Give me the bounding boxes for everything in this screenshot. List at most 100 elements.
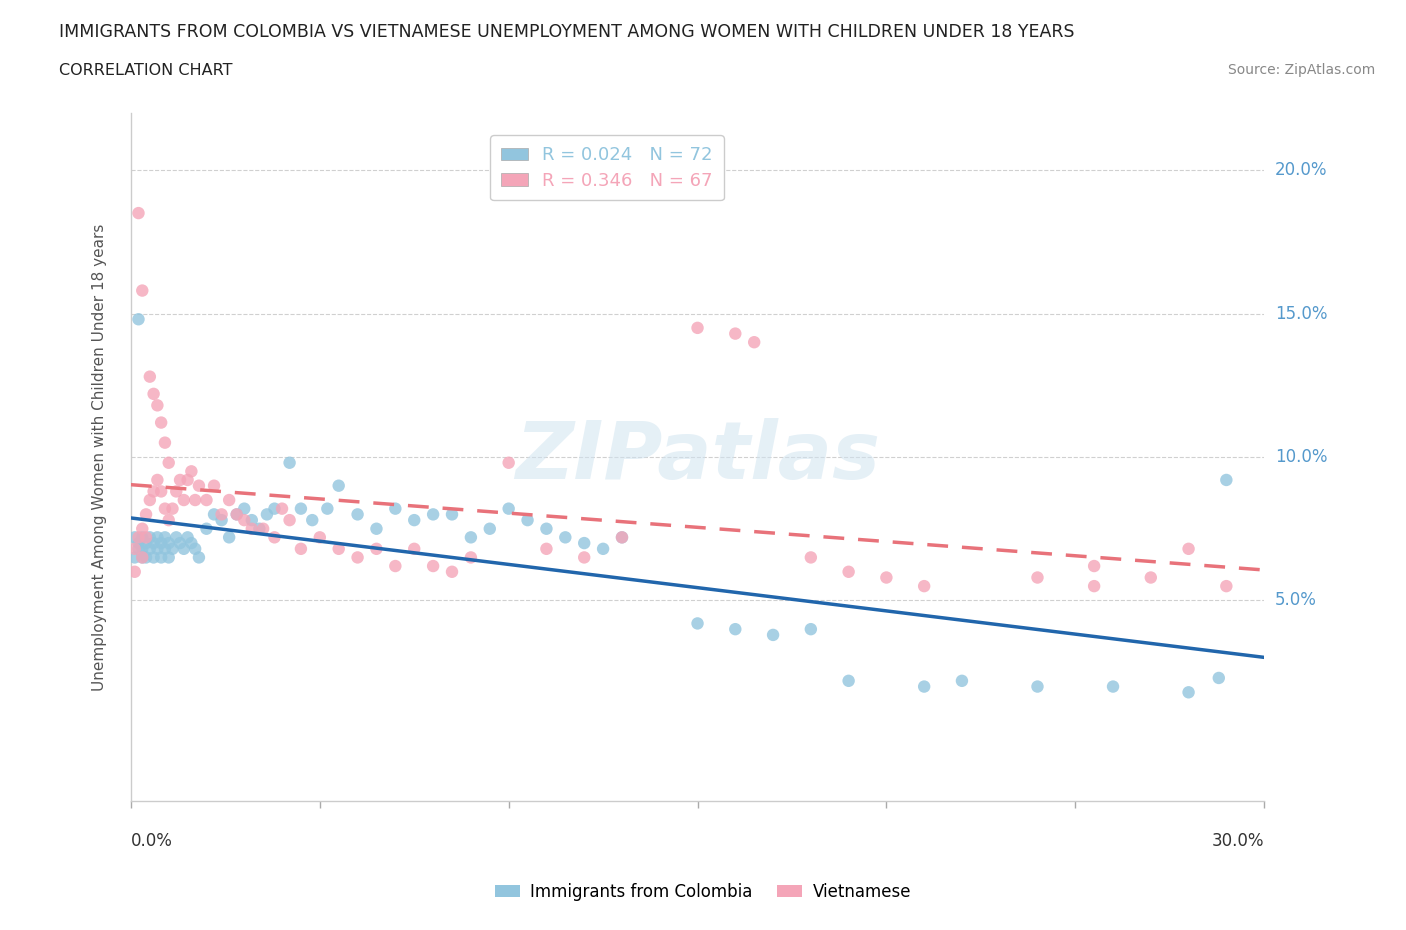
Point (195, 522, 218, 537)
Point (404, 512, 426, 527)
Point (187, 478, 209, 493)
Point (165, 530, 187, 545)
Point (247, 522, 270, 537)
Point (142, 484, 165, 498)
Point (384, 501, 406, 516)
Point (157, 456, 180, 471)
Point (252, 522, 274, 537)
Point (135, 530, 157, 545)
Point (153, 435, 176, 450)
Text: 15.0%: 15.0% (1275, 304, 1327, 323)
Point (124, 565, 146, 579)
Point (686, 616, 709, 631)
Point (574, 550, 596, 565)
Point (1215, 472, 1237, 487)
Point (498, 456, 520, 471)
Point (422, 559, 444, 574)
Text: CORRELATION CHART: CORRELATION CHART (59, 63, 232, 78)
Point (912, 679, 935, 694)
Point (478, 522, 501, 537)
Point (225, 507, 247, 522)
Point (290, 541, 312, 556)
Point (195, 493, 218, 508)
Point (225, 507, 247, 522)
Point (233, 501, 256, 516)
Text: 20.0%: 20.0% (1275, 161, 1327, 179)
Point (346, 507, 368, 522)
Point (592, 541, 614, 556)
Point (211, 512, 233, 527)
Point (240, 512, 263, 527)
Text: Source: ZipAtlas.com: Source: ZipAtlas.com (1227, 63, 1375, 77)
Point (173, 493, 195, 508)
Point (173, 541, 195, 556)
Point (328, 478, 350, 493)
Text: 30.0%: 30.0% (1212, 832, 1264, 850)
Point (202, 507, 225, 522)
Point (142, 550, 165, 565)
Point (157, 550, 180, 565)
Point (308, 530, 330, 545)
Point (124, 541, 146, 556)
Point (128, 312, 150, 326)
Point (384, 559, 406, 574)
Point (1026, 679, 1049, 694)
Point (142, 536, 165, 551)
Point (135, 536, 157, 551)
Point (211, 507, 233, 522)
Point (131, 530, 153, 545)
Point (169, 472, 191, 487)
Point (233, 512, 256, 527)
Point (146, 541, 169, 556)
Point (150, 536, 173, 551)
Point (1083, 559, 1105, 574)
Point (218, 530, 240, 545)
Point (124, 550, 146, 565)
Point (153, 530, 176, 545)
Point (1139, 570, 1161, 585)
Point (157, 536, 180, 551)
Point (574, 536, 596, 551)
Point (742, 335, 765, 350)
Y-axis label: Unemployment Among Women with Children Under 18 years: Unemployment Among Women with Children U… (93, 223, 107, 691)
Point (153, 541, 176, 556)
Point (278, 512, 301, 527)
Point (498, 501, 520, 516)
Point (346, 550, 368, 565)
Point (278, 456, 301, 471)
Point (128, 541, 150, 556)
Point (1177, 684, 1199, 699)
Point (256, 507, 278, 522)
Point (240, 522, 263, 537)
Point (150, 415, 173, 430)
Point (263, 530, 285, 545)
Point (440, 507, 463, 522)
Point (263, 501, 285, 516)
Point (460, 550, 482, 565)
Point (271, 501, 294, 516)
Point (128, 206, 150, 220)
Text: 5.0%: 5.0% (1275, 591, 1317, 609)
Point (139, 493, 162, 508)
Point (135, 550, 157, 565)
Point (187, 550, 209, 565)
Point (875, 570, 897, 585)
Point (800, 622, 823, 637)
Point (180, 536, 202, 551)
Point (366, 522, 388, 537)
Text: ZIPatlas: ZIPatlas (515, 418, 880, 496)
Point (536, 522, 558, 537)
Point (139, 541, 162, 556)
Point (950, 673, 973, 688)
Point (128, 536, 150, 551)
Point (610, 530, 633, 545)
Point (1083, 578, 1105, 593)
Point (1102, 679, 1125, 694)
Point (404, 541, 426, 556)
Point (139, 369, 162, 384)
Point (316, 501, 339, 516)
Point (516, 512, 538, 527)
Point (131, 522, 153, 537)
Point (328, 541, 350, 556)
Point (440, 565, 463, 579)
